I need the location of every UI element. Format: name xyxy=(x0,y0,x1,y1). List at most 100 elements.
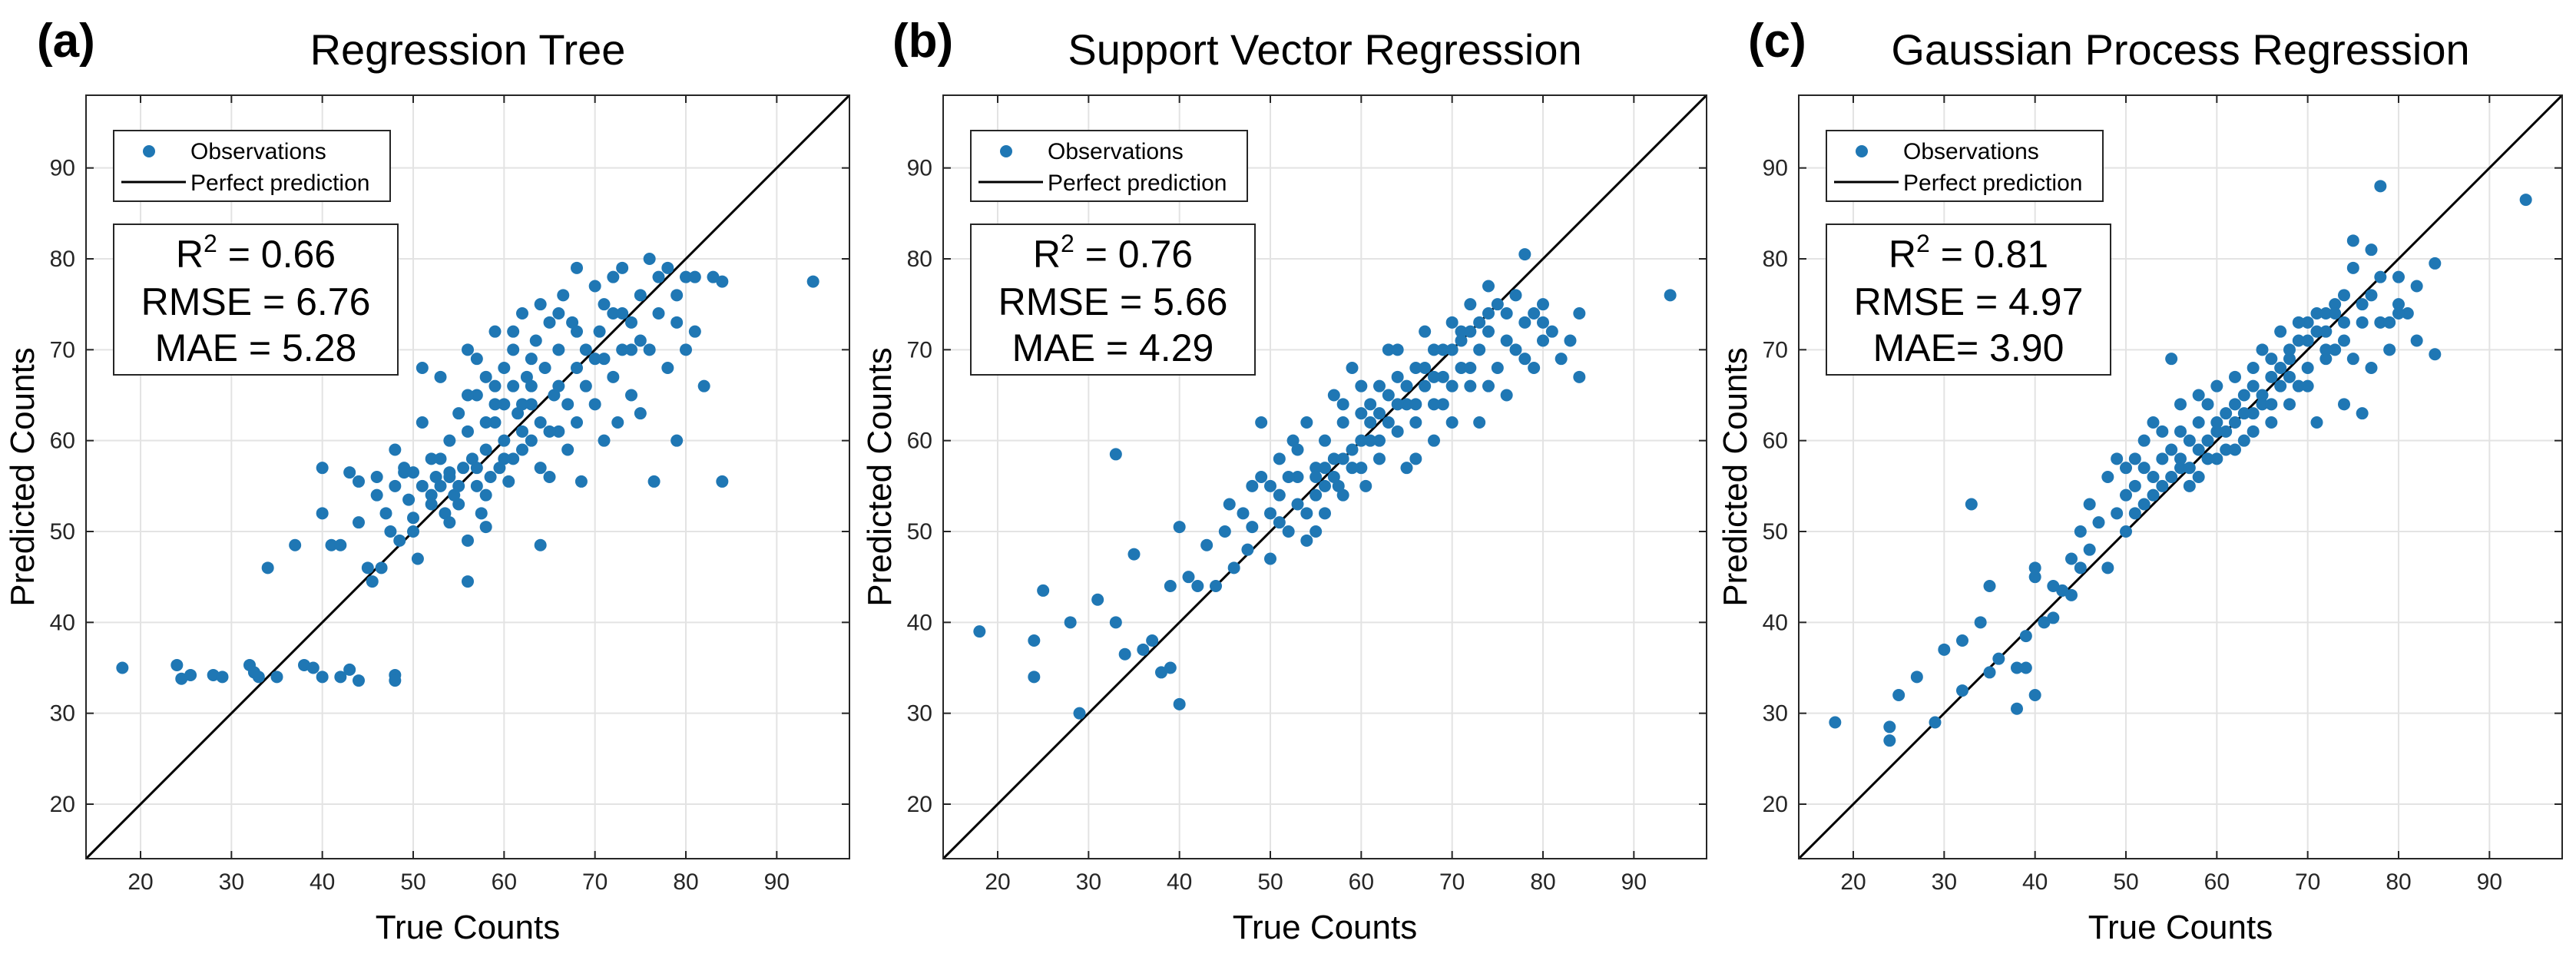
observation-point xyxy=(516,307,528,320)
observation-point xyxy=(2356,298,2369,311)
observation-point xyxy=(411,552,424,565)
observation-point xyxy=(443,466,456,479)
observation-point xyxy=(2128,452,2141,465)
observation-point xyxy=(452,498,465,511)
x-tick-label: 30 xyxy=(219,869,244,895)
observation-point xyxy=(252,671,265,684)
observation-point xyxy=(1327,471,1340,483)
x-tick-label: 30 xyxy=(1076,869,1101,895)
r2-symbol: R xyxy=(176,233,204,276)
observation-point xyxy=(1400,379,1413,392)
observation-point xyxy=(2210,425,2223,438)
observation-point xyxy=(652,270,665,283)
observation-point xyxy=(1332,479,1345,492)
observation-point xyxy=(353,475,365,488)
y-tick-label: 20 xyxy=(907,792,932,817)
x-tick-label: 60 xyxy=(1349,869,1374,895)
observation-point xyxy=(2019,661,2032,674)
observation-point xyxy=(534,298,547,311)
observation-point xyxy=(2319,343,2333,356)
observation-point xyxy=(2229,416,2241,429)
legend: Observations Perfect prediction xyxy=(113,130,391,202)
observation-point xyxy=(470,353,483,366)
observation-point xyxy=(1428,434,1440,447)
legend: Observations Perfect prediction xyxy=(970,130,1248,202)
r2-symbol: R xyxy=(1033,233,1061,276)
observation-point xyxy=(2329,343,2342,356)
legend-label-perfect-prediction: Perfect prediction xyxy=(190,171,369,196)
legend-label-observations: Observations xyxy=(190,139,326,164)
observation-point xyxy=(2183,462,2196,475)
observation-point xyxy=(1064,616,1077,629)
observation-point xyxy=(1200,538,1214,551)
observation-point xyxy=(2201,434,2214,447)
observation-point xyxy=(543,316,556,329)
observation-point xyxy=(2220,407,2233,420)
observation-point xyxy=(2210,379,2223,392)
observation-point xyxy=(593,325,606,338)
observation-point xyxy=(2346,234,2359,247)
y-tick-label: 80 xyxy=(1763,247,1788,272)
rmse-value: 4.97 xyxy=(2008,280,2083,323)
observation-point xyxy=(1237,507,1250,520)
observation-point xyxy=(498,452,511,465)
y-tick-label: 40 xyxy=(1763,610,1788,635)
observation-point xyxy=(1419,325,1432,338)
observation-point xyxy=(2028,689,2041,701)
y-tick-label: 60 xyxy=(50,429,75,454)
r2-metric: R2 = 0.66 xyxy=(176,230,336,276)
observation-point xyxy=(1482,325,1495,338)
observation-point xyxy=(2083,498,2096,511)
observation-point xyxy=(2220,425,2233,438)
observation-point xyxy=(588,353,601,366)
observation-point xyxy=(2156,425,2169,438)
legend-label-perfect-prediction: Perfect prediction xyxy=(1903,171,2082,196)
observation-point xyxy=(1537,298,1549,311)
observation-point xyxy=(680,270,692,283)
observation-point xyxy=(1173,521,1186,534)
observation-point xyxy=(973,625,986,638)
observation-point xyxy=(479,370,492,383)
observation-point xyxy=(2120,488,2132,502)
observation-point xyxy=(1491,298,1504,311)
y-axis-label: Predicted Counts xyxy=(4,347,41,607)
observation-point xyxy=(552,343,565,356)
observation-point xyxy=(1391,343,1404,356)
observation-point xyxy=(1500,389,1513,402)
observation-point xyxy=(2329,298,2342,311)
x-tick-label: 80 xyxy=(1530,869,1555,895)
observation-point xyxy=(1382,343,1395,356)
observation-point xyxy=(625,343,637,356)
observation-point xyxy=(1518,248,1531,261)
observation-point xyxy=(1436,370,1449,383)
observation-point xyxy=(2074,525,2087,538)
observation-point xyxy=(1273,488,1286,502)
observation-point xyxy=(2356,316,2369,329)
observation-point xyxy=(670,434,684,447)
observation-point xyxy=(2019,630,2032,643)
observation-point xyxy=(1037,584,1050,597)
observation-point xyxy=(2011,661,2023,674)
observation-point xyxy=(2174,425,2187,438)
r2-metric: R2 = 0.76 xyxy=(1033,230,1193,276)
observation-point xyxy=(434,370,447,383)
panel-label: (b) xyxy=(892,15,953,68)
observation-point xyxy=(516,425,528,438)
observation-point xyxy=(1364,398,1377,411)
observation-point xyxy=(1210,580,1222,592)
mae-metric: MAE = 4.29 xyxy=(1012,326,1214,369)
observation-point xyxy=(1028,671,1041,684)
observation-point xyxy=(2147,416,2160,429)
observation-point xyxy=(2265,370,2278,383)
observation-point xyxy=(1191,580,1204,592)
observation-point xyxy=(1091,593,1104,606)
plot-data xyxy=(86,95,849,859)
observation-point xyxy=(2065,588,2078,601)
observation-point xyxy=(2429,257,2442,270)
observation-point xyxy=(2346,353,2359,366)
observation-point xyxy=(1127,548,1141,561)
observation-point xyxy=(2201,452,2214,465)
observation-point xyxy=(398,462,411,475)
axes-box xyxy=(942,94,1707,859)
